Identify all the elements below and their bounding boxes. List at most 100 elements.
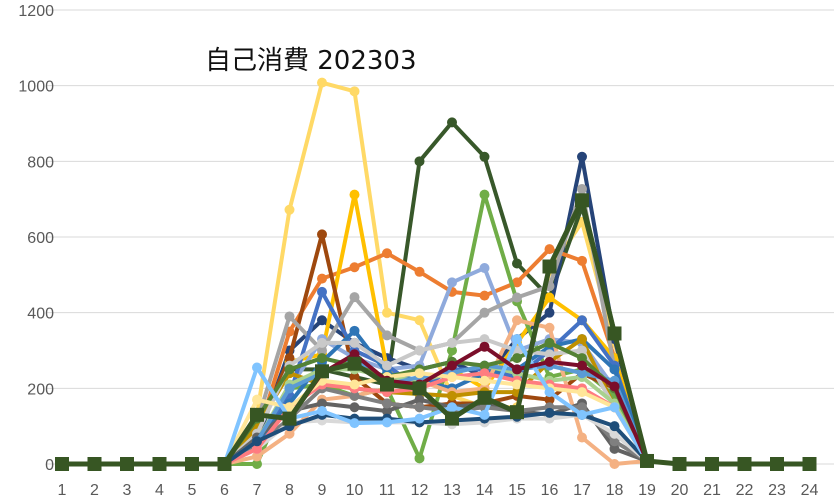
x-tick-label: 12 [411, 482, 429, 499]
data-point [577, 432, 587, 443]
data-point [414, 402, 425, 413]
series-line [62, 232, 810, 466]
x-tick-label: 21 [703, 482, 721, 499]
data-point [317, 77, 327, 88]
x-tick-label: 19 [638, 482, 656, 499]
data-point [284, 353, 295, 364]
data-point [447, 345, 457, 356]
data-point [252, 394, 262, 405]
chart-title: 自己消費 202303 [205, 46, 417, 76]
x-tick-label: 2 [90, 482, 99, 499]
data-point [284, 204, 295, 215]
series-line [62, 318, 810, 466]
data-point [317, 273, 327, 284]
data-point [447, 402, 457, 413]
data-point [382, 248, 392, 259]
data-point [252, 443, 262, 454]
series-line [62, 154, 810, 466]
data-point [447, 117, 457, 128]
data-point [185, 457, 199, 471]
series-26 [55, 193, 817, 471]
series-21 [57, 368, 815, 469]
x-tick-label: 23 [768, 482, 786, 499]
data-point [447, 360, 457, 371]
data-point [447, 371, 457, 382]
data-point [414, 315, 425, 326]
data-point [577, 360, 587, 371]
data-point [217, 457, 232, 471]
series-layer [55, 77, 817, 471]
data-point [577, 255, 587, 266]
y-tick-label: 1200 [18, 3, 54, 20]
data-point [609, 421, 620, 432]
data-point [282, 411, 297, 426]
data-point [87, 457, 102, 471]
data-point [510, 405, 524, 420]
data-point [479, 307, 490, 318]
data-point [349, 325, 360, 336]
y-tick-label: 200 [27, 381, 54, 398]
y-axis-tick-labels: 0 200 400 600 800 1000 1200 [18, 3, 54, 474]
data-point [317, 353, 327, 364]
data-point [544, 356, 555, 367]
data-point [479, 360, 490, 371]
x-tick-label: 16 [541, 482, 559, 499]
data-point [382, 406, 392, 417]
data-point [414, 345, 425, 356]
data-point [544, 349, 555, 360]
data-point [479, 263, 490, 274]
data-point [577, 402, 587, 413]
data-point [577, 334, 587, 345]
data-point [349, 189, 360, 200]
data-point [250, 407, 264, 422]
data-point [544, 292, 555, 303]
data-point [284, 364, 295, 375]
y-tick-label: 400 [27, 306, 54, 323]
data-point [577, 183, 587, 194]
data-point [512, 292, 522, 303]
data-point [382, 417, 392, 428]
data-point [577, 353, 587, 364]
data-point [349, 292, 360, 303]
data-point [317, 315, 327, 326]
data-point [252, 362, 262, 373]
data-point [347, 356, 362, 371]
data-point [577, 345, 587, 356]
data-point [315, 364, 329, 379]
data-point [120, 457, 134, 471]
data-point [479, 368, 490, 379]
data-point [252, 459, 262, 469]
x-tick-label: 17 [573, 482, 591, 499]
x-axis-tick-labels: 1 2 3 4 5 6 7 8 9 10 11 12 13 14 15 16 17 18 19 20 21 22 23 24 [58, 482, 819, 499]
data-point [412, 381, 427, 396]
data-point [672, 457, 687, 471]
data-point [317, 345, 327, 356]
series-18 [57, 409, 815, 469]
x-tick-label: 22 [736, 482, 754, 499]
data-point [512, 315, 522, 326]
data-point [542, 259, 557, 274]
data-point [705, 457, 719, 471]
data-point [447, 277, 457, 288]
series-23 [57, 407, 815, 469]
data-point [349, 418, 360, 429]
data-point [447, 390, 457, 401]
data-point [577, 151, 587, 162]
series-12 [57, 315, 815, 469]
data-point [737, 457, 752, 471]
data-point [382, 330, 392, 341]
data-point [382, 360, 392, 371]
data-point [512, 379, 522, 390]
data-point [609, 364, 620, 375]
x-tick-label: 4 [155, 482, 164, 499]
data-point [512, 334, 522, 345]
x-tick-label: 15 [508, 482, 526, 499]
data-point [349, 262, 360, 273]
data-point [575, 193, 589, 208]
x-tick-label: 3 [123, 482, 132, 499]
data-point [512, 277, 522, 288]
data-point [382, 398, 392, 409]
data-point [544, 244, 555, 255]
data-point [544, 394, 555, 405]
